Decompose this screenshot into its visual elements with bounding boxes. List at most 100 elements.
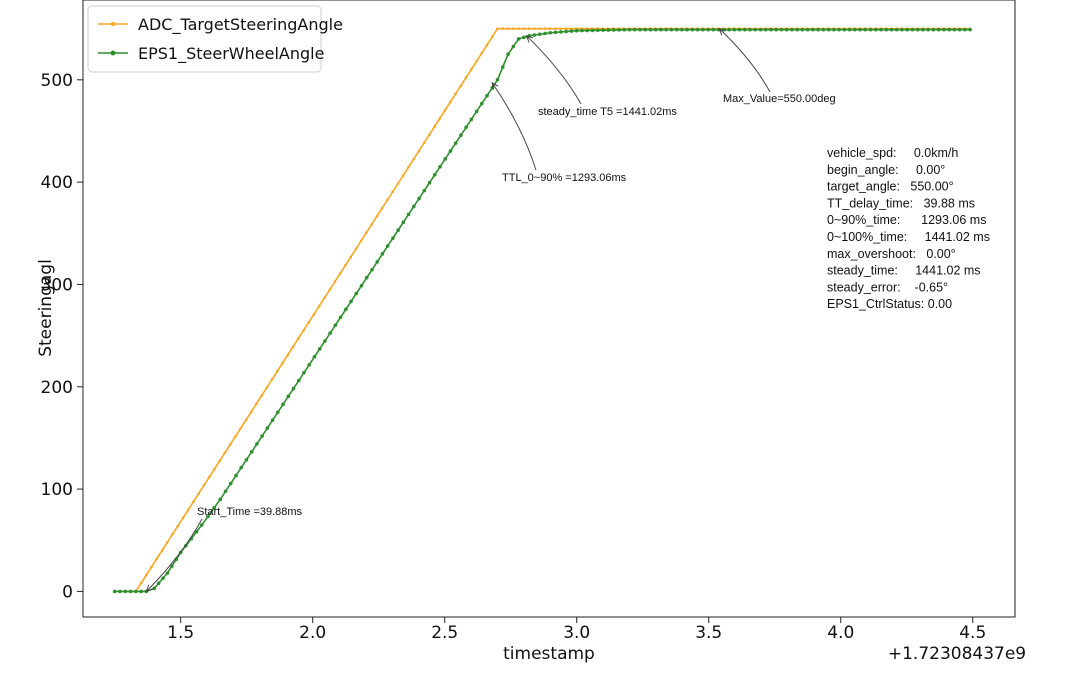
series-point-target: [192, 500, 195, 504]
series-point-eps: [653, 27, 658, 32]
series-point-eps: [396, 228, 400, 233]
stats-line: steady_error: -0.65°: [827, 280, 948, 294]
series-point-target: [281, 361, 284, 365]
x-tick-label: 2.0: [299, 623, 326, 643]
series-point-eps: [889, 27, 894, 32]
series-point-eps: [826, 27, 831, 32]
stats-line: begin_angle: 0.00°: [827, 163, 945, 177]
series-point-eps: [354, 291, 359, 296]
series-point-eps: [359, 283, 364, 288]
series-point-eps: [674, 27, 679, 32]
series-point-eps: [915, 27, 920, 32]
series-point-eps: [296, 378, 301, 383]
series-point-target: [270, 378, 274, 381]
series-point-eps: [118, 589, 122, 594]
series-point-eps: [432, 172, 437, 177]
y-tick-label: 400: [41, 173, 73, 193]
series-point-eps: [648, 27, 653, 32]
x-axis-offset-label: +1.72308437e9: [888, 644, 1026, 664]
series-point-target: [344, 263, 347, 267]
series-point-eps: [265, 426, 270, 430]
series-point-eps: [270, 418, 275, 422]
annotation-steady-time-arrowhead: [525, 35, 534, 43]
series-point-target: [417, 149, 421, 153]
series-point-target: [181, 516, 185, 520]
stats-line: 0~100%_time: 1441.02 ms: [827, 230, 990, 244]
series-point-eps: [370, 267, 374, 272]
series-point-eps: [548, 30, 553, 35]
series-point-target: [155, 557, 159, 561]
series-point-target: [532, 27, 536, 30]
annotation-max-value-label: Max_Value=550.00deg: [723, 93, 836, 105]
series-point-eps: [910, 27, 915, 32]
series-point-eps: [701, 27, 705, 32]
series-point-eps: [868, 27, 873, 32]
series-point-target: [422, 141, 426, 145]
annotation-ttl-90-arrow: [491, 82, 537, 171]
series-point-eps: [328, 331, 332, 335]
series-point-eps: [748, 27, 752, 32]
series-point-eps: [112, 589, 117, 594]
series-point-target: [249, 410, 253, 414]
annotation-max-value-arrowhead: [718, 27, 727, 36]
axis-ticks: 1.5 2.0 2.5 3.0 3.5 4.0 4.5 0 100 200 300 400 500: [41, 71, 987, 643]
series-point-target: [323, 296, 326, 300]
annotation-start-time-arrow: [146, 518, 203, 592]
series-point-eps: [795, 27, 800, 32]
series-point-eps: [811, 27, 815, 32]
series-point-eps: [711, 27, 716, 32]
plot-frame: [82, 0, 1016, 618]
series-point-target: [286, 353, 290, 357]
stats-line: 0~90%_time: 1293.06 ms: [827, 213, 986, 227]
series-point-target: [239, 426, 242, 430]
y-tick-label: 500: [41, 71, 73, 91]
series-point-eps: [123, 589, 128, 594]
series-point-eps: [942, 27, 946, 32]
series-point-target: [490, 35, 494, 39]
series-point-eps: [894, 27, 899, 32]
series-point-target: [543, 27, 547, 30]
series-point-eps: [323, 339, 327, 343]
series-point-eps: [669, 27, 674, 32]
series-point-eps: [664, 27, 669, 32]
series-point-eps: [873, 27, 878, 32]
series-point-eps: [690, 27, 695, 32]
series-point-eps: [559, 30, 563, 34]
series-point-target: [553, 27, 557, 30]
series-point-eps: [790, 27, 794, 32]
series-point-target: [449, 100, 452, 104]
series-point-eps: [385, 244, 390, 248]
series-point-target: [218, 459, 221, 463]
series-point-target: [485, 43, 489, 47]
series-point-target: [176, 524, 180, 528]
series-point-eps: [223, 489, 228, 494]
series-point-target: [144, 573, 148, 577]
series-point-eps: [537, 32, 542, 37]
series-point-eps: [228, 481, 233, 486]
series-point-target: [213, 467, 216, 471]
x-tick-label: 4.0: [827, 623, 854, 643]
series-point-eps: [349, 299, 353, 304]
series-point-eps: [784, 27, 789, 32]
series-point-eps: [680, 27, 684, 32]
series-point-eps: [968, 27, 972, 32]
series-point-eps: [307, 362, 312, 367]
series-point-eps: [485, 93, 489, 98]
series-point-eps: [706, 27, 710, 32]
series-point-eps: [821, 27, 826, 32]
series-point-eps: [422, 188, 427, 193]
series-point-eps: [249, 450, 254, 454]
series-point-target: [165, 541, 169, 544]
series-point-eps: [695, 27, 700, 32]
series-point-eps: [936, 27, 941, 32]
series-point-target: [307, 320, 311, 324]
series-point-target: [312, 312, 316, 316]
series-point-target: [228, 443, 232, 446]
y-tick-label: 100: [41, 480, 73, 500]
series-point-eps: [601, 28, 605, 32]
series-point-eps: [863, 27, 868, 32]
series-point-target: [517, 27, 520, 30]
series-point-eps: [406, 212, 411, 217]
y-tick-label: 300: [41, 275, 73, 295]
